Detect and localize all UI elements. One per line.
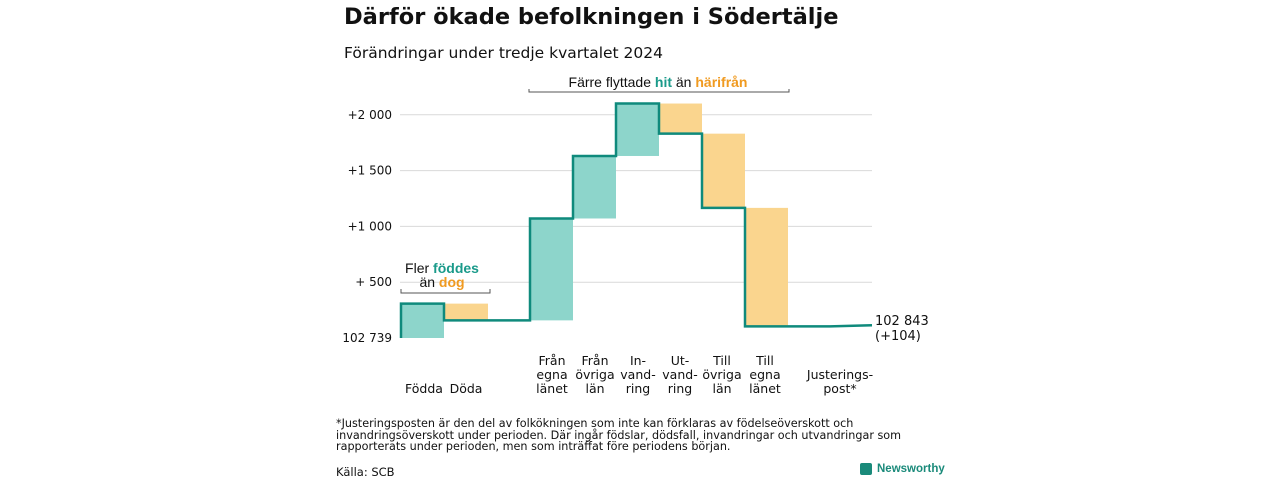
step-line-path <box>399 102 873 338</box>
newsworthy-logo: Newsworthy <box>860 463 945 475</box>
category-label: län <box>712 381 731 396</box>
bar-5 <box>659 103 702 134</box>
end-change-label: (+104) <box>875 329 921 344</box>
y-tick-label: +1 000 <box>348 219 392 233</box>
category-label: vand- <box>662 367 697 382</box>
births-annotation-line2: än dog <box>419 274 464 290</box>
y-tick-label: 102 739 <box>342 331 392 345</box>
chart-title: Därför ökade befolkningen i Södertälje <box>344 4 839 30</box>
category-label: Från <box>538 353 565 368</box>
bar-6 <box>702 133 745 208</box>
category-label: övriga <box>702 367 741 382</box>
births-annotation-line1: Fler föddes <box>405 260 479 276</box>
category-label: egna <box>536 367 567 382</box>
category-label: länet <box>536 381 568 396</box>
category-label: Justerings- <box>806 367 873 382</box>
bar-1 <box>445 303 488 321</box>
moves-bracket <box>528 89 790 93</box>
category-label: Till <box>755 353 774 368</box>
footnote: *Justeringsposten är den del av folkökni… <box>336 417 902 453</box>
bar-7 <box>745 207 788 327</box>
newsworthy-logo-icon <box>860 463 872 475</box>
gridlines <box>400 114 872 283</box>
y-tick-label: +1 500 <box>348 164 392 178</box>
category-label: Till <box>712 353 731 368</box>
moves-annotation-text: Färre flyttade hit än härifrån <box>569 74 748 90</box>
y-tick-label: + 500 <box>355 275 392 289</box>
moves-annotation: Färre flyttade hit än härifrån <box>528 74 790 93</box>
y-tick-label: +2 000 <box>348 108 392 122</box>
category-label: ring <box>626 381 650 396</box>
category-label: länet <box>749 381 781 396</box>
chart-subtitle: Förändringar under tredje kvartalet 2024 <box>344 44 663 62</box>
category-label: post* <box>823 381 856 396</box>
category-label: ring <box>668 381 692 396</box>
births-bracket <box>400 289 491 294</box>
category-label: Ut- <box>671 353 690 368</box>
end-value-label: 102 843 <box>875 314 929 329</box>
category-label: Från <box>581 353 608 368</box>
bar-4 <box>616 103 659 156</box>
category-label: Födda <box>405 381 443 396</box>
category-label: övriga <box>575 367 614 382</box>
category-label: Döda <box>450 381 483 396</box>
y-axis-ticks: 102 739 + 500 +1 000 +1 500 +2 000 <box>342 108 392 345</box>
source: Källa: SCB <box>336 465 395 479</box>
category-labels: Födda DödaFrånegnalänetFrånövrigalänIn-va… <box>405 353 873 396</box>
step-line <box>399 102 873 338</box>
bars <box>401 103 788 338</box>
bar-3 <box>573 155 616 219</box>
category-label: vand- <box>620 367 655 382</box>
bar-0 <box>401 303 444 338</box>
category-label: egna <box>749 367 780 382</box>
bar-2 <box>530 218 573 321</box>
newsworthy-logo-text: Newsworthy <box>877 463 945 475</box>
category-label: län <box>585 381 604 396</box>
births-annotation: Fler föddes än dog <box>400 260 491 294</box>
category-label: In- <box>630 353 646 368</box>
